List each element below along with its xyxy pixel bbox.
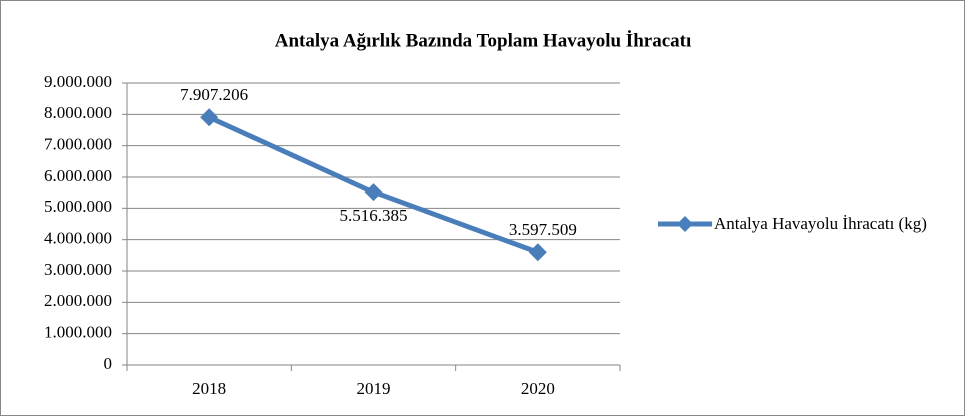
marker	[200, 108, 219, 127]
chart-title: Antalya Ağırlık Bazında Toplam Havayolu …	[275, 30, 692, 51]
x-tick-label: 2020	[521, 379, 555, 398]
marker	[364, 183, 383, 202]
y-tick-label: 5.000.000	[44, 197, 112, 216]
legend-label: Antalya Havayolu İhracatı (kg)	[714, 214, 927, 233]
y-tick-label: 1.000.000	[44, 323, 112, 342]
data-label: 5.516.385	[340, 206, 408, 225]
y-tick-label: 7.000.000	[44, 135, 112, 154]
marker	[528, 243, 547, 262]
data-label: 3.597.509	[509, 220, 577, 239]
x-tick-label: 2019	[357, 379, 391, 398]
data-label: 7.907.206	[180, 85, 248, 104]
y-tick-label: 8.000.000	[44, 103, 112, 122]
y-tick-label: 3.000.000	[44, 260, 112, 279]
x-tick-label: 2018	[192, 379, 226, 398]
y-tick-label: 6.000.000	[44, 166, 112, 185]
legend-marker	[677, 216, 693, 232]
y-tick-label: 9.000.000	[44, 72, 112, 91]
y-tick-label: 0	[104, 354, 113, 373]
y-tick-label: 2.000.000	[44, 291, 112, 310]
y-tick-label: 4.000.000	[44, 229, 112, 248]
